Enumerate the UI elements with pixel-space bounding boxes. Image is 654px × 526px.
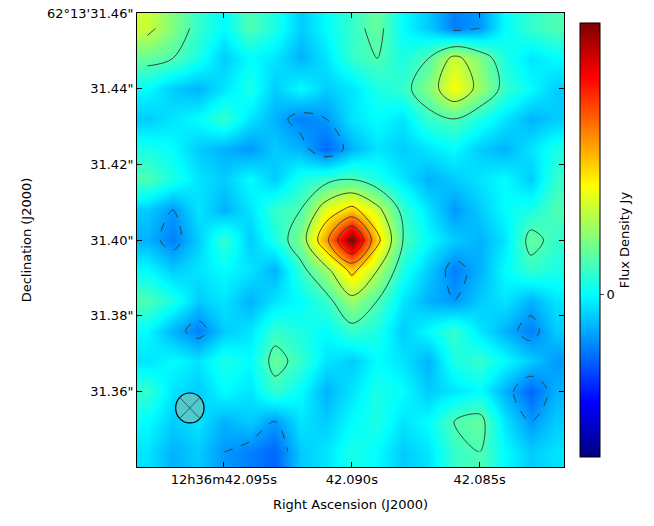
svg-text:31.36": 31.36" bbox=[90, 384, 133, 399]
svg-text:31.38": 31.38" bbox=[90, 308, 133, 323]
svg-text:42.085s: 42.085s bbox=[453, 472, 505, 487]
svg-text:31.40": 31.40" bbox=[90, 233, 133, 248]
svg-text:Right Ascension (J2000): Right Ascension (J2000) bbox=[273, 497, 428, 512]
svg-text:0: 0 bbox=[607, 287, 615, 302]
svg-text:12h36m42.095s: 12h36m42.095s bbox=[171, 472, 277, 487]
svg-text:31.42": 31.42" bbox=[90, 157, 133, 172]
svg-text:Declination (J2000): Declination (J2000) bbox=[19, 178, 34, 303]
svg-text:42.090s: 42.090s bbox=[326, 472, 378, 487]
svg-text:31.44": 31.44" bbox=[90, 81, 133, 96]
svg-text:Flux Density Jy: Flux Density Jy bbox=[617, 192, 632, 289]
svg-text:62°13'31.46": 62°13'31.46" bbox=[47, 6, 133, 21]
